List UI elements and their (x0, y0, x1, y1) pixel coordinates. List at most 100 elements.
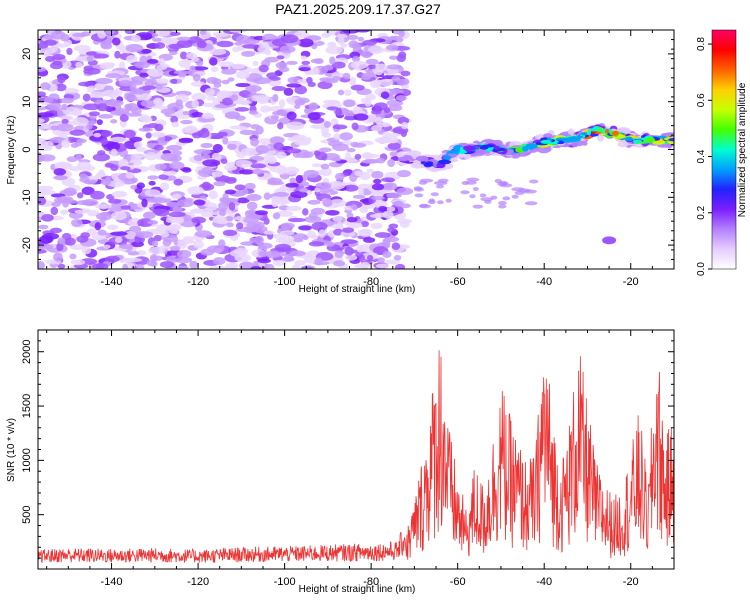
noise-blob (236, 197, 250, 204)
noise-blob (109, 99, 124, 107)
noise-blob (383, 259, 401, 265)
noise-blob (277, 169, 286, 175)
noise-blob (374, 79, 382, 88)
noise-blob (368, 45, 384, 54)
noise-blob (227, 143, 237, 151)
noise-blob (73, 44, 91, 52)
noise-blob (38, 140, 49, 148)
noise-blob (373, 102, 388, 111)
signal-core (408, 156, 414, 162)
noise-blob (371, 170, 384, 179)
noise-blob (357, 36, 365, 42)
noise-blob (273, 191, 290, 197)
noise-blob (371, 183, 385, 191)
noise-blob (294, 98, 306, 106)
noise-blob (232, 46, 241, 53)
noise-blob (123, 129, 136, 139)
heatmap-cells (38, 30, 674, 269)
noise-blob (280, 222, 295, 230)
noise-blob (97, 30, 107, 39)
noise-blob (190, 81, 206, 87)
y-tick-label: -20 (21, 237, 33, 253)
noise-blob (244, 182, 256, 190)
noise-blob (144, 80, 155, 88)
noise-blob (229, 30, 248, 33)
trail-blob (498, 204, 507, 209)
noise-blob (386, 206, 396, 212)
noise-blob (323, 99, 341, 105)
noise-blob (193, 199, 206, 206)
noise-blob (400, 70, 411, 77)
x-axis-label: Height of straight line (km) (299, 584, 416, 595)
noise-blob (388, 104, 403, 112)
noise-blob (235, 159, 253, 168)
colorbar-tick-label: 0.8 (696, 37, 707, 51)
noise-blob (186, 52, 198, 60)
noise-blob (201, 166, 213, 175)
noise-blob (90, 91, 105, 99)
noise-blob (325, 46, 343, 55)
noise-blob (253, 77, 272, 85)
noise-blob (41, 213, 54, 222)
noise-blob (153, 97, 163, 106)
noise-blob (303, 169, 319, 178)
noise-blob (272, 94, 279, 102)
noise-blob (348, 76, 357, 86)
noise-blob (125, 172, 135, 179)
signal-core (463, 145, 477, 151)
x-tick-label: -100 (274, 276, 296, 288)
noise-blob (81, 246, 92, 255)
noise-blob (333, 133, 341, 140)
trail-blob (414, 193, 424, 198)
noise-blob (44, 55, 56, 62)
noise-blob (137, 218, 154, 228)
noise-blob (365, 93, 377, 101)
noise-blob (359, 206, 369, 214)
trail-blob (466, 177, 480, 182)
noise-blob (228, 202, 236, 211)
noise-blob (358, 187, 365, 196)
trail-blob (419, 178, 434, 183)
noise-blob (171, 193, 182, 200)
noise-blob (50, 30, 66, 40)
noise-blob (251, 95, 260, 102)
noise-blob (300, 55, 307, 60)
trail-blob (490, 195, 498, 200)
noise-blob (55, 83, 67, 92)
noise-blob (92, 263, 109, 269)
noise-blob (371, 196, 385, 201)
noise-blob (135, 147, 147, 152)
noise-blob (97, 229, 107, 236)
noise-blob (278, 99, 286, 108)
noise-blob (350, 84, 365, 91)
noise-blob (193, 154, 204, 162)
noise-blob (224, 263, 236, 269)
noise-blob (249, 237, 256, 244)
noise-blob (383, 182, 398, 191)
noise-blob (70, 259, 86, 266)
noise-blob (93, 132, 102, 138)
noise-blob (155, 84, 163, 90)
noise-blob (99, 62, 114, 70)
noise-blob (230, 234, 239, 241)
noise-blob (201, 181, 211, 190)
noise-blob (225, 222, 234, 228)
noise-blob (332, 124, 348, 130)
noise-blob (332, 143, 349, 152)
noise-blob (211, 66, 219, 73)
noise-blob (40, 82, 51, 90)
noise-blob (211, 78, 222, 85)
noise-blob (289, 250, 306, 257)
noise-blob (133, 88, 145, 95)
noise-blob (76, 138, 87, 144)
noise-blob (200, 208, 214, 218)
noise-blob (359, 172, 371, 181)
noise-blob (53, 175, 68, 181)
noise-blob (254, 235, 264, 245)
noise-blob (160, 153, 177, 162)
snr-series-line (38, 350, 674, 563)
noise-blob (90, 190, 105, 200)
noise-blob (276, 210, 294, 217)
